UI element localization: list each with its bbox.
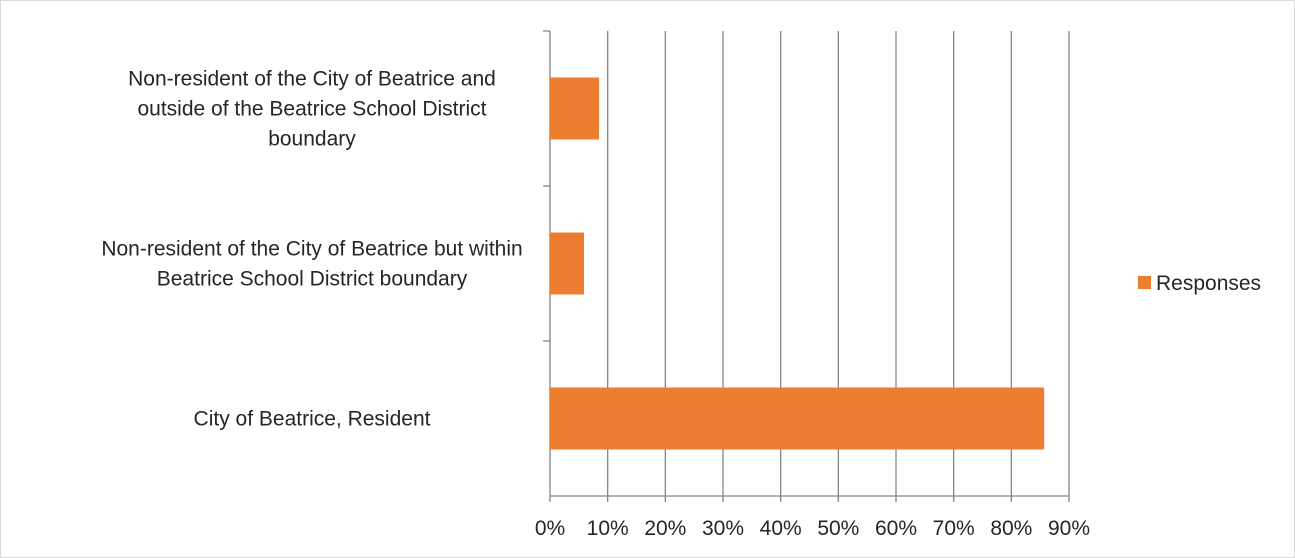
x-tick-label: 30%	[702, 517, 744, 540]
category-label-line: Non-resident of the City of Beatrice and	[128, 68, 496, 91]
category-label-line: boundary	[268, 128, 356, 151]
bar	[550, 232, 585, 295]
x-tick-labels: 0% 10% 20% 30% 40% 50% 60% 70% 80% 90%	[535, 517, 1090, 540]
x-tick-label: 50%	[817, 517, 859, 540]
category-label-line: outside of the Beatrice School District	[137, 98, 486, 121]
x-tick-label: 40%	[760, 517, 802, 540]
x-tick-label: 70%	[933, 517, 975, 540]
bar	[550, 77, 600, 140]
category-label-line: City of Beatrice, Resident	[194, 408, 431, 431]
bar	[550, 387, 1045, 450]
legend-label: Responses	[1156, 272, 1261, 295]
gridlines	[607, 31, 1070, 496]
x-tick-label: 80%	[990, 517, 1032, 540]
category-label-line: Non-resident of the City of Beatrice but…	[101, 238, 522, 261]
x-tick-label: 90%	[1048, 517, 1090, 540]
category-label-line: Beatrice School District boundary	[157, 268, 468, 291]
x-tick-label: 10%	[587, 517, 629, 540]
category-label: City of Beatrice, Resident	[194, 408, 431, 431]
bars	[550, 77, 1045, 450]
x-tick-label: 20%	[644, 517, 686, 540]
category-labels: City of Beatrice, Resident Non-resident o…	[101, 68, 522, 431]
x-tick-label: 0%	[535, 517, 565, 540]
legend: Responses	[1138, 272, 1261, 295]
category-label: Non-resident of the City of Beatrice and…	[128, 68, 496, 151]
legend-swatch	[1138, 276, 1151, 289]
category-label: Non-resident of the City of Beatrice but…	[101, 238, 522, 291]
x-tick-label: 60%	[875, 517, 917, 540]
